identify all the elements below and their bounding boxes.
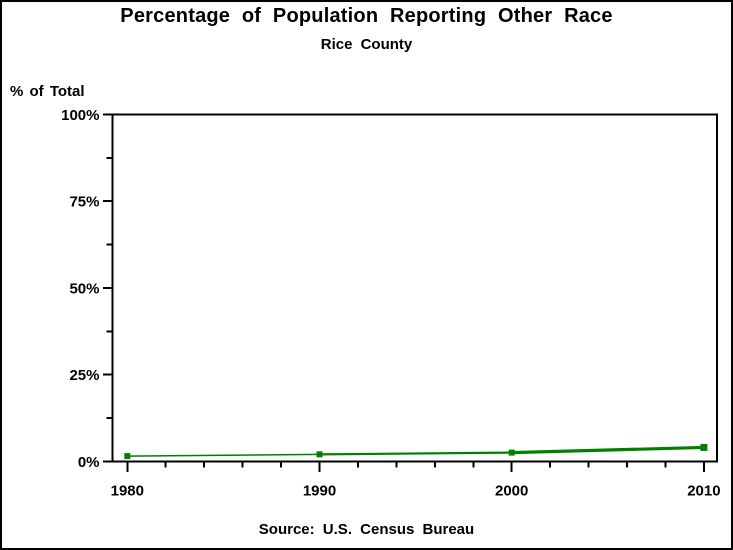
axis-tick-labels: 0% 25% 50% 75% 100% 1980 1990 2000 2010 [61,107,720,499]
data-point-marker [508,449,515,456]
y-tick-label: 100% [61,107,99,124]
data-point-marker [700,443,708,451]
series-segment [319,451,512,456]
axis-ticks [103,113,705,472]
chart-subtitle: Rice County [320,36,413,53]
plot-frame [111,113,718,463]
data-series-line [124,443,708,460]
source-note: Source: U.S. Census Bureau [258,521,475,538]
x-tick-label: 1980 [111,482,144,499]
y-tick-label: 25% [69,367,99,384]
x-tick-label: 1990 [303,482,336,499]
series-segment [511,445,704,455]
series-segment [127,453,320,457]
x-tick-label: 2010 [687,482,720,499]
axis-frame [111,113,718,463]
x-tick-label: 2000 [495,482,528,499]
data-point-marker [124,453,131,460]
y-tick-label: 75% [69,194,99,211]
data-point-marker [316,451,323,458]
y-axis-title: % of Total [10,83,85,100]
y-tick-label: 50% [69,280,99,297]
chart-title: Percentage of Population Reporting Other… [120,5,613,27]
y-tick-label: 0% [78,454,100,471]
